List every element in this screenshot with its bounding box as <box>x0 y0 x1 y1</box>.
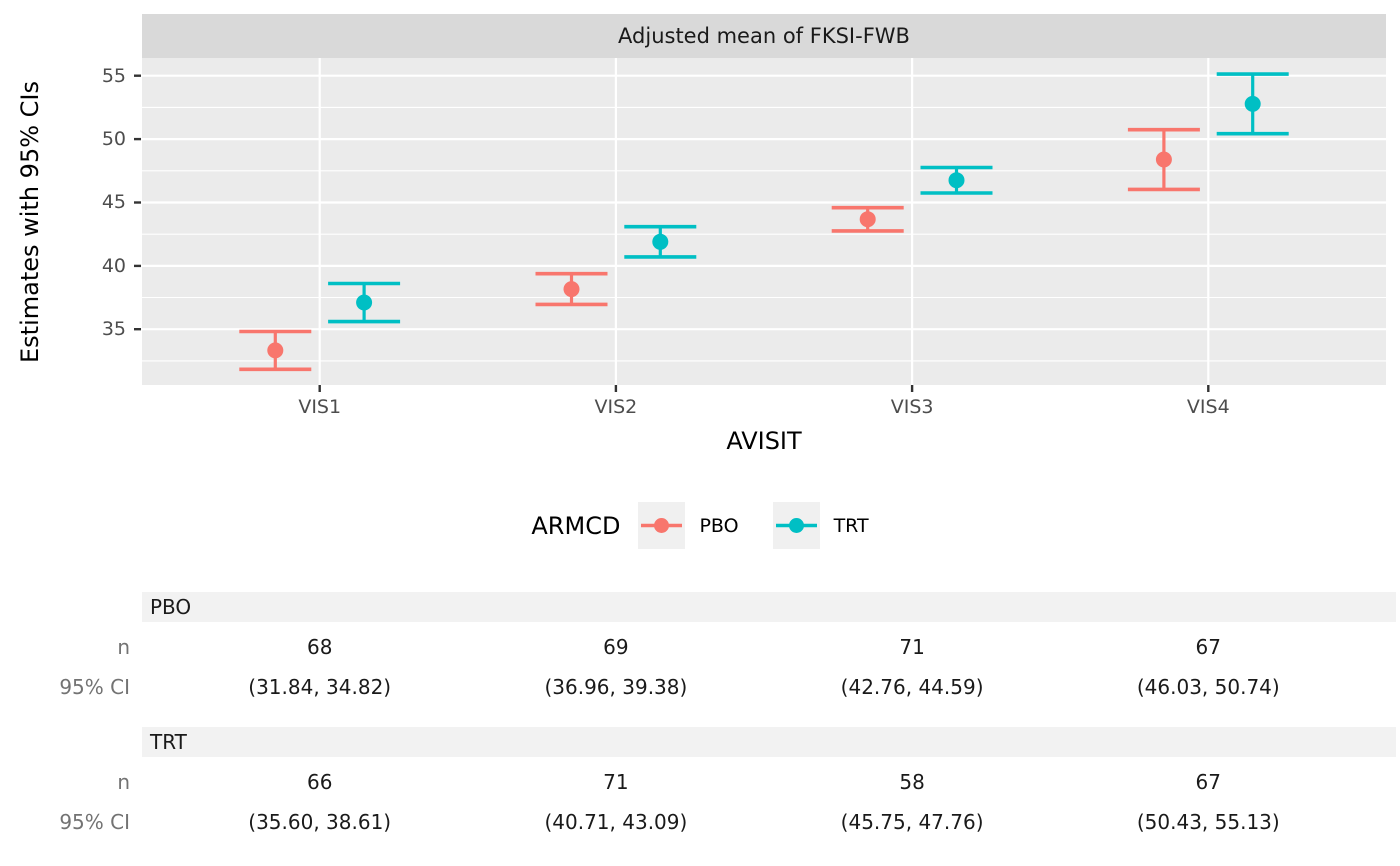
legend-items: PBO TRT <box>638 502 869 549</box>
table-section-title: PBO <box>150 595 192 619</box>
y-tick-label: 55 <box>101 64 126 87</box>
legend-label: PBO <box>699 514 739 537</box>
legend-item-pbo: PBO <box>638 502 739 549</box>
table-cell-trt-n-vis1: 66 <box>306 770 333 794</box>
table-row-label-n: n <box>117 635 130 659</box>
legend-key-trt <box>772 502 820 549</box>
table-cell-pbo-ci-vis2: (36.96, 39.38) <box>544 675 688 699</box>
plot-panel <box>142 58 1386 385</box>
legend-item-trt: TRT <box>772 502 869 549</box>
table-cell-trt-ci-vis4: (50.43, 55.13) <box>1136 810 1280 834</box>
table-section-header-trt: TRT <box>142 727 1396 757</box>
facet-strip-title: Adjusted mean of FKSI-FWB <box>618 24 910 48</box>
table-row-label-n: n <box>117 770 130 794</box>
y-tick-label: 45 <box>101 191 126 214</box>
table-cell-pbo-n-vis1: 68 <box>306 635 333 659</box>
table-cell-pbo-n-vis3: 71 <box>899 635 925 659</box>
x-tick-label: VIS2 <box>594 396 638 418</box>
legend-title: ARMCD <box>531 511 621 540</box>
x-axis-title: AVISIT <box>726 427 802 455</box>
table-section-header-pbo: PBO <box>142 592 1396 622</box>
table-row-label-ci: 95% CI <box>59 810 130 834</box>
table-section-title: TRT <box>150 730 187 754</box>
table-cell-trt-n-vis4: 67 <box>1195 770 1222 794</box>
table-cell-trt-n-vis2: 71 <box>603 770 629 794</box>
table-cell-pbo-ci-vis3: (42.76, 44.59) <box>840 675 984 699</box>
table-cell-trt-ci-vis2: (40.71, 43.09) <box>544 810 688 834</box>
x-tick-label: VIS4 <box>1186 396 1230 418</box>
legend: ARMCD PBO TRT <box>0 502 1400 549</box>
table-cell-trt-ci-vis1: (35.60, 38.61) <box>248 810 392 834</box>
x-tick-label: VIS3 <box>890 396 934 418</box>
y-tick-label: 50 <box>101 128 126 151</box>
errorbar-key-icon <box>641 518 683 533</box>
table-cell-trt-ci-vis3: (45.75, 47.76) <box>840 810 984 834</box>
errorbar-key-icon <box>775 518 817 533</box>
legend-label: TRT <box>833 514 869 537</box>
table-cell-pbo-ci-vis1: (31.84, 34.82) <box>248 675 392 699</box>
facet-strip: Adjusted mean of FKSI-FWB <box>142 14 1386 58</box>
table-cell-pbo-n-vis2: 69 <box>603 635 629 659</box>
table-cell-trt-n-vis3: 58 <box>899 770 925 794</box>
table-cell-pbo-n-vis4: 67 <box>1195 635 1222 659</box>
legend-key-pbo <box>638 502 686 549</box>
x-tick-label: VIS1 <box>298 396 342 418</box>
table-row-label-ci: 95% CI <box>59 675 130 699</box>
y-tick-label: 40 <box>101 254 126 277</box>
table-cell-pbo-ci-vis4: (46.03, 50.74) <box>1136 675 1280 699</box>
y-tick-label: 35 <box>101 318 126 341</box>
